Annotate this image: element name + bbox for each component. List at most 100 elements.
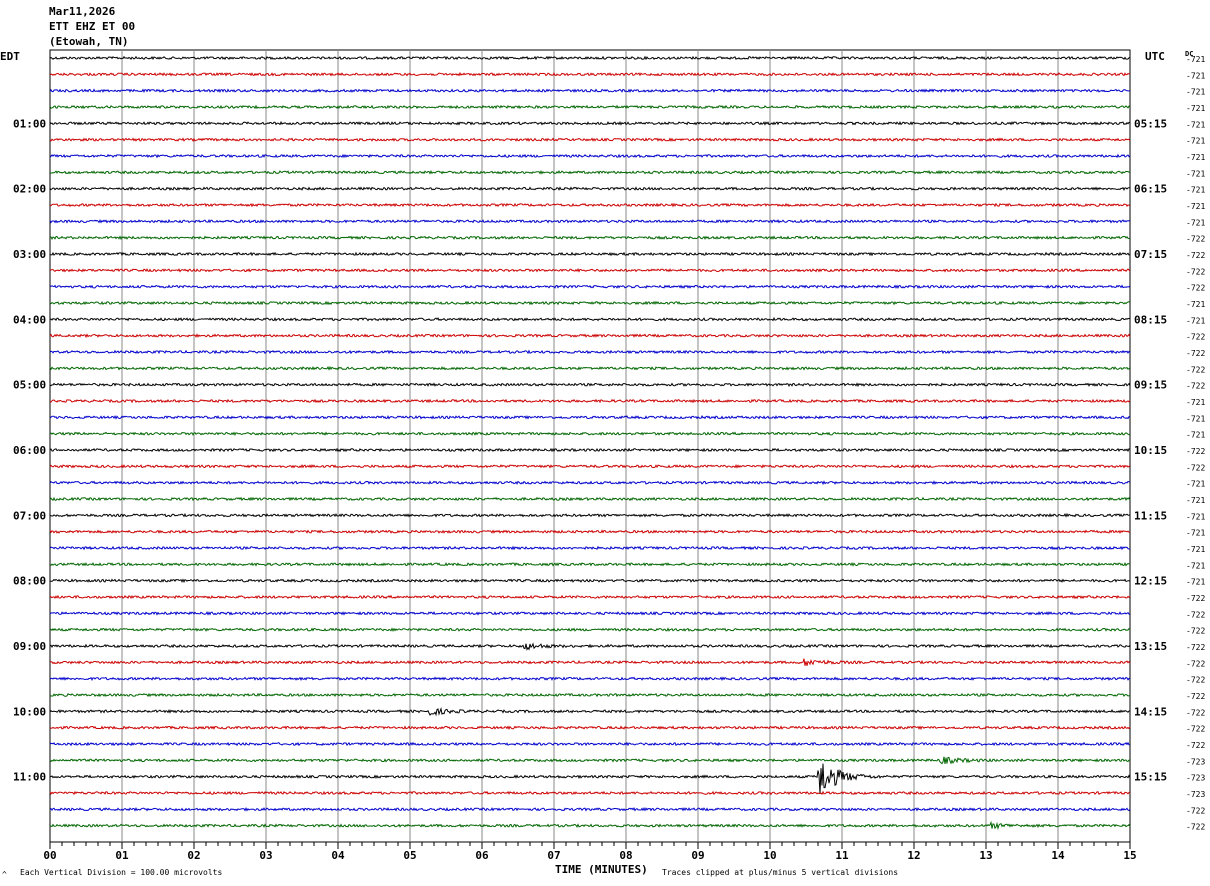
right-hour-label: 15:15 xyxy=(1134,771,1167,784)
x-tick-label: 00 xyxy=(43,849,56,862)
x-tick-label: 15 xyxy=(1123,849,1136,862)
seismogram-trace xyxy=(49,284,1131,289)
left-hour-label: 11:00 xyxy=(13,771,46,784)
right-hour-label: 08:15 xyxy=(1134,313,1167,326)
right-hour-label: 06:15 xyxy=(1134,183,1167,196)
dc-offset-label: -721 xyxy=(1186,431,1205,440)
dc-offset-label: -722 xyxy=(1186,692,1205,701)
corner-mark: ^ xyxy=(2,870,7,879)
seismogram-trace xyxy=(49,202,1131,208)
seismogram-trace xyxy=(49,169,1131,175)
dc-offset-label: -721 xyxy=(1186,169,1205,178)
dc-offset-label: -722 xyxy=(1186,676,1205,685)
seismogram-trace xyxy=(49,431,1131,436)
seismogram-trace xyxy=(49,627,1131,632)
dc-offset-label: -721 xyxy=(1186,71,1205,80)
dc-offset-label: -722 xyxy=(1186,463,1205,472)
seismogram-trace xyxy=(49,756,1131,765)
seismogram-trace xyxy=(49,186,1130,192)
seismogram-trace xyxy=(49,658,1131,666)
right-hour-label: 14:15 xyxy=(1134,705,1167,718)
seismogram-trace xyxy=(49,235,1131,241)
dc-offset-label: -722 xyxy=(1186,610,1205,619)
right-hour-label: 12:15 xyxy=(1134,575,1167,588)
seismogram-trace xyxy=(49,642,1131,651)
dc-offset-label: -723 xyxy=(1186,774,1205,783)
dc-offset-label: -722 xyxy=(1186,365,1205,374)
seismogram-trace xyxy=(49,692,1131,698)
dc-offset-label: -722 xyxy=(1186,823,1205,832)
seismogram-trace xyxy=(49,55,1131,61)
x-tick-label: 11 xyxy=(835,849,849,862)
seismogram-trace xyxy=(49,480,1131,486)
x-tick-label: 02 xyxy=(187,849,200,862)
x-tick-label: 06 xyxy=(475,849,489,862)
seismogram-trace xyxy=(49,763,1131,795)
dc-label: DC xyxy=(1185,50,1194,58)
seismogram-trace xyxy=(49,594,1131,600)
dc-offset-label: -722 xyxy=(1186,349,1205,358)
seismogram-trace xyxy=(49,382,1131,388)
seismogram-trace xyxy=(49,120,1131,126)
seismogram-trace xyxy=(49,88,1130,93)
seismogram-trace xyxy=(49,153,1131,159)
dc-offset-label: -722 xyxy=(1186,382,1205,391)
dc-offset-label: -721 xyxy=(1186,300,1205,309)
dc-offset-label: -721 xyxy=(1186,153,1205,162)
right-hour-label: 13:15 xyxy=(1134,640,1167,653)
dc-offset-label: -721 xyxy=(1186,414,1205,423)
seismogram-trace xyxy=(49,398,1131,404)
dc-offset-label: -721 xyxy=(1186,545,1205,554)
right-hour-label: 07:15 xyxy=(1134,248,1167,261)
seismogram-trace xyxy=(49,790,1131,796)
seismogram-trace xyxy=(49,218,1131,224)
right-hour-label: 09:15 xyxy=(1134,379,1167,392)
left-hour-label: 05:00 xyxy=(13,379,46,392)
scale-note: Each Vertical Division = 100.00 microvol… xyxy=(20,868,223,877)
dc-offset-label: -721 xyxy=(1186,496,1205,505)
dc-offset-label: -722 xyxy=(1186,235,1205,244)
x-axis-label: TIME (MINUTES) xyxy=(555,863,648,876)
x-tick-label: 07 xyxy=(547,849,560,862)
dc-offset-label: -721 xyxy=(1186,480,1205,489)
dc-offset-label: -722 xyxy=(1186,708,1205,717)
dc-offset-label: -721 xyxy=(1186,202,1205,211)
x-tick-label: 13 xyxy=(979,849,992,862)
left-hour-label: 01:00 xyxy=(13,117,46,130)
right-hour-label: 05:15 xyxy=(1134,117,1167,130)
seismogram-trace xyxy=(49,316,1131,322)
seismogram-trace xyxy=(49,104,1131,110)
seismogram-trace xyxy=(49,137,1131,142)
dc-offset-label: -721 xyxy=(1186,55,1205,64)
dc-offset-label: -721 xyxy=(1186,104,1205,113)
seismogram-trace xyxy=(49,741,1131,747)
plot-frame xyxy=(49,49,1131,843)
dc-offset-label: -721 xyxy=(1186,578,1205,587)
seismogram-trace xyxy=(49,706,1131,717)
seismogram-trace xyxy=(49,529,1131,534)
dc-offset-label: -721 xyxy=(1186,529,1205,538)
seismogram-trace xyxy=(49,333,1131,339)
x-tick-label: 10 xyxy=(763,849,776,862)
seismogram-trace xyxy=(49,349,1131,355)
dc-offset-label: -721 xyxy=(1186,186,1205,195)
x-tick-label: 04 xyxy=(331,849,345,862)
dc-offset-label: -722 xyxy=(1186,741,1205,750)
dc-offset-label: -721 xyxy=(1186,398,1205,407)
seismogram-trace xyxy=(49,414,1131,420)
left-hour-label: 06:00 xyxy=(13,444,46,457)
left-hour-label: 04:00 xyxy=(13,313,46,326)
x-tick-label: 01 xyxy=(115,849,129,862)
x-tick-label: 14 xyxy=(1051,849,1065,862)
left-hour-label: 10:00 xyxy=(13,705,46,718)
dc-offset-label: -722 xyxy=(1186,251,1205,260)
dc-offset-label: -722 xyxy=(1186,594,1205,603)
left-hour-label: 03:00 xyxy=(13,248,46,261)
dc-offset-label: -722 xyxy=(1186,284,1205,293)
dc-offset-label: -722 xyxy=(1186,447,1205,456)
x-tick-label: 09 xyxy=(691,849,704,862)
seismogram-trace xyxy=(49,300,1131,306)
seismogram-trace xyxy=(49,610,1131,616)
left-hour-label: 02:00 xyxy=(13,183,46,196)
dc-offset-label: -721 xyxy=(1186,88,1205,97)
